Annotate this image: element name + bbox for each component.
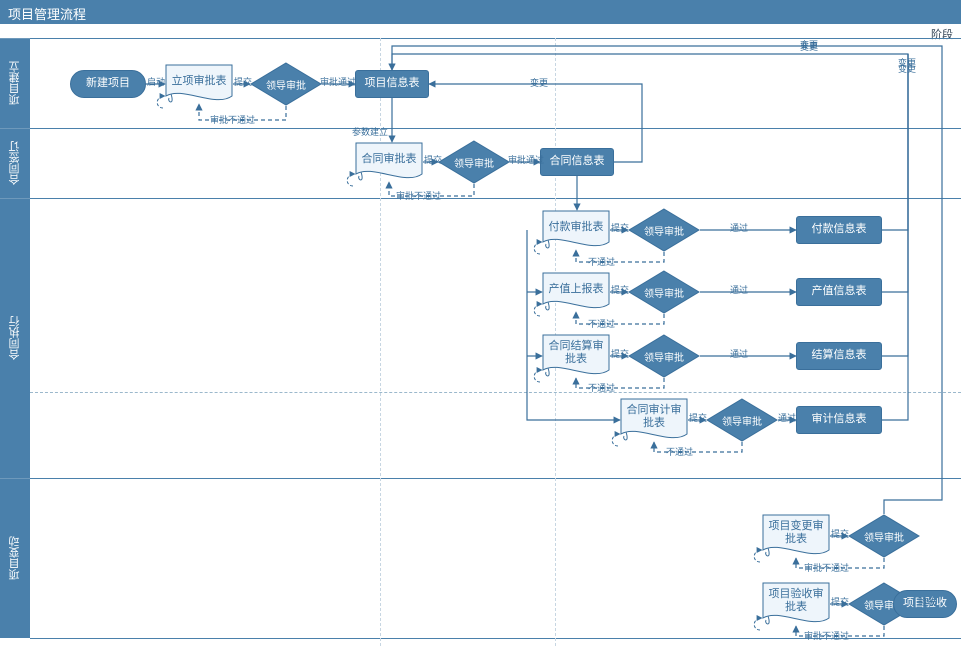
edge-label: 变更 [898, 56, 916, 69]
lane-label-lane4: 项目变动 [0, 478, 30, 638]
self-loop [157, 96, 165, 108]
edge-label: 不通过 [666, 445, 693, 458]
edge-label: 审批不通过 [210, 113, 255, 126]
edge-label: 通过 [730, 283, 748, 296]
node-label: 领导审批 [848, 514, 920, 558]
edge [882, 54, 908, 356]
node-d2: 领导审批 [438, 140, 510, 184]
edge-label: 审批不通过 [804, 561, 849, 574]
node-info3: 付款信息表 [796, 216, 882, 244]
node-label: 付款审批表 [542, 214, 610, 240]
edge-label: 提交 [611, 283, 629, 296]
edge-label: 审批不通过 [396, 189, 441, 202]
self-loop [754, 618, 762, 630]
node-label: 项目变更审批表 [762, 518, 830, 548]
node-label: 领导审批 [250, 62, 322, 106]
node-doc4: 产值上报表 [542, 272, 610, 312]
node-label: 领导审批 [628, 270, 700, 314]
node-d1: 领导审批 [250, 62, 322, 106]
node-d7: 领导审批 [848, 514, 920, 558]
lane-label-lane3: 合同执行 [0, 198, 30, 478]
node-d4: 领导审批 [628, 270, 700, 314]
node-label: 合同结算审批表 [542, 338, 610, 368]
node-d5: 领导审批 [628, 334, 700, 378]
title-bar: 项目管理流程 [0, 0, 961, 24]
node-start: 新建项目 [70, 70, 146, 98]
edge-label: 提交 [234, 75, 252, 88]
edge [882, 54, 908, 292]
node-info1: 项目信息表 [355, 70, 429, 98]
edge-label: 变更 [800, 38, 818, 51]
node-info5: 结算信息表 [796, 342, 882, 370]
node-info2: 合同信息表 [540, 148, 614, 176]
edge-label: 提交 [611, 221, 629, 234]
edge-label: 提交 [424, 153, 442, 166]
edge-label: 通过 [730, 221, 748, 234]
phase-header: 阶段 [931, 26, 953, 42]
node-label: 项目验收审批表 [762, 586, 830, 616]
edge-label: 通过 [730, 347, 748, 360]
node-d6: 领导审批 [706, 398, 778, 442]
lane-border [30, 128, 961, 129]
self-loop [612, 434, 620, 446]
node-doc6: 合同审计审批表 [620, 398, 688, 442]
node-doc1: 立项审批表 [165, 64, 233, 104]
node-label: 合同审计审批表 [620, 402, 688, 432]
page-title: 项目管理流程 [8, 7, 86, 22]
lane-label-lane2: 合同签订 [0, 128, 30, 198]
edge-label: 审批不通过 [804, 629, 849, 642]
edge-label: 启动 [147, 75, 165, 88]
node-label: 领导审批 [628, 208, 700, 252]
self-loop [534, 242, 542, 254]
node-label: 领导审批 [628, 334, 700, 378]
edge-label: 提交 [611, 347, 629, 360]
edge-label: 变更 [530, 76, 548, 89]
node-doc8: 项目验收审批表 [762, 582, 830, 626]
edge-label: 不通过 [588, 317, 615, 330]
node-doc3: 付款审批表 [542, 210, 610, 250]
node-label: 立项审批表 [165, 68, 233, 94]
edge-label: 提交 [831, 527, 849, 540]
lane-label-lane1: 项目建立 [0, 38, 30, 128]
lane-border [30, 478, 961, 479]
edge-label: 审批通过 [320, 75, 356, 88]
edge-label: 验收 [918, 595, 936, 608]
edge-label: 提交 [689, 411, 707, 424]
node-doc5: 合同结算审批表 [542, 334, 610, 378]
node-info6: 审计信息表 [796, 406, 882, 434]
lane-dash [30, 392, 961, 393]
node-label: 合同审批表 [355, 146, 423, 172]
node-doc2: 合同审批表 [355, 142, 423, 182]
self-loop [347, 174, 355, 186]
header-rule [0, 24, 961, 39]
edge-label: 不通过 [588, 255, 615, 268]
edge-label: 通过 [778, 411, 796, 424]
self-loop [534, 304, 542, 316]
lane-border [30, 198, 961, 199]
edge-label: 审批通过 [508, 153, 544, 166]
self-loop [754, 550, 762, 562]
node-d3: 领导审批 [628, 208, 700, 252]
node-label: 产值上报表 [542, 276, 610, 302]
node-label: 领导审批 [706, 398, 778, 442]
edge-label: 参数建立 [352, 125, 388, 138]
lane-border [30, 38, 961, 39]
node-info4: 产值信息表 [796, 278, 882, 306]
edge-label: 不通过 [588, 381, 615, 394]
edge [882, 54, 908, 420]
node-doc7: 项目变更审批表 [762, 514, 830, 558]
node-label: 领导审批 [438, 140, 510, 184]
edge-label: 提交 [831, 595, 849, 608]
self-loop [534, 370, 542, 382]
